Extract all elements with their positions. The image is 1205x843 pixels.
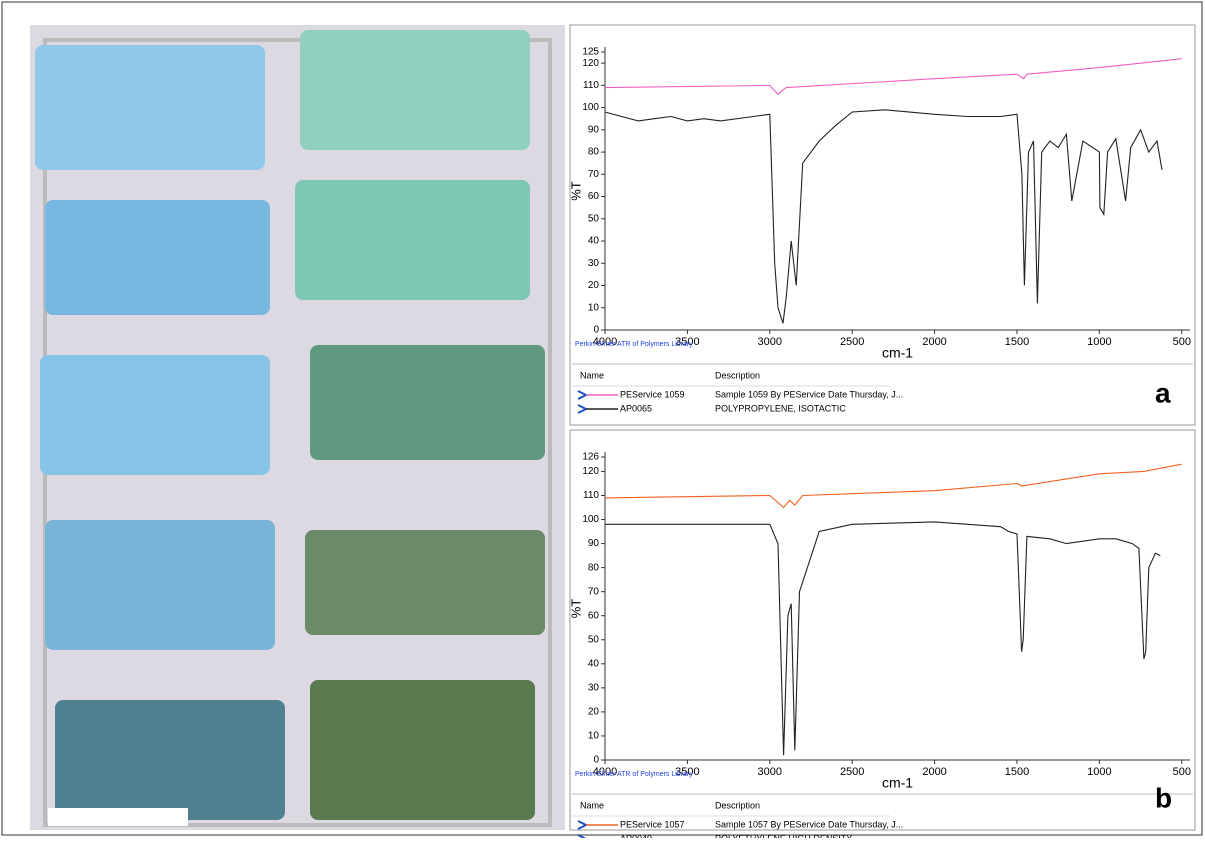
x-tick-label: 500 bbox=[1173, 336, 1191, 348]
legend-description: Sample 1057 By PEService Date Thursday, … bbox=[715, 819, 903, 829]
x-tick-label: 3000 bbox=[758, 766, 782, 778]
legend-header: Name bbox=[580, 800, 604, 810]
y-tick-label: 60 bbox=[588, 191, 600, 202]
y-tick-label: 0 bbox=[593, 755, 599, 766]
mask bbox=[295, 180, 530, 300]
mask bbox=[45, 200, 270, 315]
library-label: Perkin-Elmer ATR of Polymers Library bbox=[575, 341, 693, 348]
y-tick-label: 40 bbox=[588, 658, 600, 669]
y-tick-label: 60 bbox=[588, 610, 600, 621]
y-axis-label: %T bbox=[568, 181, 583, 201]
x-tick-label: 3500 bbox=[675, 336, 699, 348]
scale-bar bbox=[48, 808, 188, 826]
y-tick-label: 126 bbox=[582, 452, 599, 463]
panel-label: a bbox=[1155, 377, 1171, 408]
y-tick-label: 0 bbox=[593, 325, 599, 336]
y-tick-label: 110 bbox=[583, 490, 599, 501]
y-tick-label: 100 bbox=[582, 102, 599, 113]
y-tick-label: 20 bbox=[588, 707, 600, 718]
legend-name: AP0049 bbox=[620, 833, 652, 838]
spectrum-line bbox=[604, 463, 1182, 509]
y-tick-label: 80 bbox=[588, 562, 600, 573]
x-axis-label: cm-1 bbox=[882, 345, 913, 361]
spectrum-line bbox=[604, 109, 1163, 324]
spectrum-line bbox=[605, 521, 1161, 756]
photo bbox=[30, 25, 565, 830]
y-tick-label: 70 bbox=[588, 586, 600, 597]
x-tick-label: 1500 bbox=[1005, 336, 1029, 348]
y-tick-label: 30 bbox=[588, 258, 600, 269]
panel-label: b bbox=[1155, 782, 1172, 813]
legend-description: POLYETHYLENE HIGH DENSITY bbox=[715, 833, 852, 838]
y-tick-label: 100 bbox=[582, 514, 599, 525]
x-tick-label: 4000 bbox=[593, 336, 617, 348]
mask bbox=[35, 45, 265, 170]
legend-name: PEService 1057 bbox=[620, 819, 685, 829]
x-tick-label: 2000 bbox=[922, 766, 946, 778]
x-tick-label: 2000 bbox=[922, 336, 946, 348]
y-tick-label: 120 bbox=[582, 466, 599, 477]
mask bbox=[300, 30, 530, 150]
x-tick-label: 2500 bbox=[840, 766, 864, 778]
library-label: Perkin-Elmer ATR of Polymers Library bbox=[575, 771, 693, 778]
y-tick-label: 40 bbox=[588, 236, 600, 247]
x-tick-label: 1000 bbox=[1087, 766, 1111, 778]
y-axis-label: %T bbox=[568, 599, 583, 619]
y-tick-label: 30 bbox=[588, 682, 600, 693]
mask bbox=[55, 700, 285, 820]
x-tick-label: 4000 bbox=[593, 766, 617, 778]
spectrum-line bbox=[604, 58, 1182, 96]
x-tick-label: 500 bbox=[1173, 766, 1191, 778]
y-tick-label: 10 bbox=[588, 731, 600, 742]
x-tick-label: 3000 bbox=[758, 336, 782, 348]
y-tick-label: 120 bbox=[582, 58, 599, 69]
legend-header: Description bbox=[715, 800, 760, 810]
mask bbox=[45, 520, 275, 650]
mask bbox=[310, 680, 535, 820]
legend-name: AP0065 bbox=[620, 403, 652, 413]
y-tick-label: 110 bbox=[583, 80, 599, 91]
y-tick-label: 50 bbox=[588, 634, 600, 645]
y-tick-label: 80 bbox=[588, 147, 600, 158]
y-tick-label: 90 bbox=[588, 124, 600, 135]
legend-description: Sample 1059 By PEService Date Thursday, … bbox=[715, 389, 903, 399]
mask bbox=[310, 345, 545, 460]
y-tick-label: 20 bbox=[588, 280, 600, 291]
legend-name: PEService 1059 bbox=[620, 389, 685, 399]
legend-description: POLYPROPYLENE, ISOTACTIC bbox=[715, 403, 846, 413]
chart-panel bbox=[569, 24, 1196, 426]
y-tick-label: 50 bbox=[588, 213, 600, 224]
y-tick-label: 10 bbox=[588, 302, 600, 313]
y-tick-label: 70 bbox=[588, 169, 600, 180]
x-tick-label: 3500 bbox=[675, 766, 699, 778]
x-tick-label: 2500 bbox=[840, 336, 864, 348]
x-tick-label: 1500 bbox=[1005, 766, 1029, 778]
mask bbox=[305, 530, 545, 635]
x-axis-label: cm-1 bbox=[882, 775, 913, 791]
mask bbox=[40, 355, 270, 475]
legend-header: Description bbox=[715, 370, 760, 380]
x-tick-label: 1000 bbox=[1087, 336, 1111, 348]
y-tick-label: 90 bbox=[588, 538, 600, 549]
legend-header: Name bbox=[580, 370, 604, 380]
y-tick-label: 125 bbox=[582, 47, 599, 58]
